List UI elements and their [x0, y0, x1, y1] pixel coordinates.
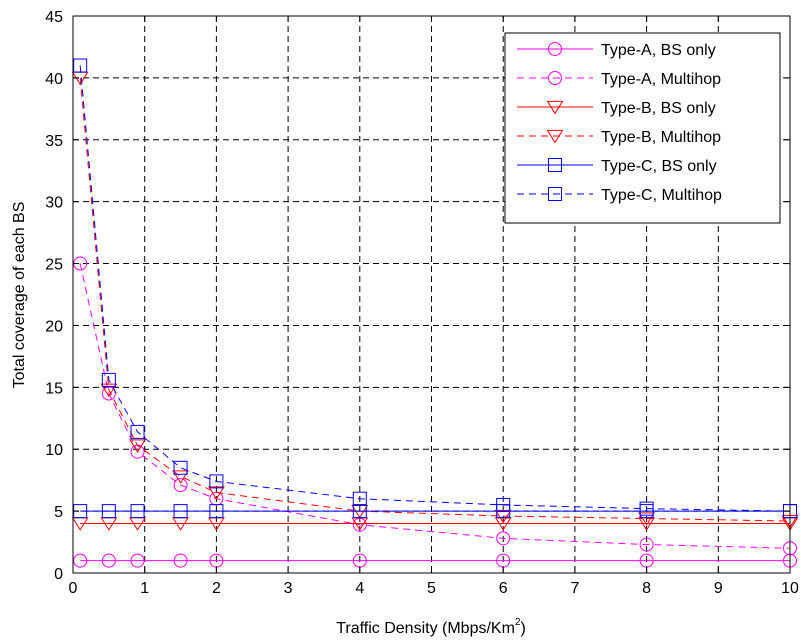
data-point — [207, 486, 225, 500]
data-point — [101, 553, 116, 568]
x-tick-label: 7 — [570, 580, 579, 597]
x-tick-label: 0 — [69, 580, 78, 597]
legend-swatch-marker — [546, 129, 564, 144]
data-point — [209, 474, 224, 489]
x-tick-label: 6 — [499, 580, 508, 597]
data-point — [173, 504, 188, 519]
data-point — [494, 509, 512, 524]
y-tick-label: 10 — [45, 442, 63, 459]
legend-swatch-marker — [548, 71, 562, 85]
legend-label: Type-C, Multihop — [601, 187, 722, 204]
series-line — [79, 65, 791, 512]
data-point — [130, 553, 145, 568]
y-tick-label: 30 — [45, 195, 63, 212]
x-axis-label-close: ) — [520, 620, 525, 637]
y-tick-label: 25 — [45, 257, 63, 274]
x-tick-label: 9 — [714, 580, 723, 597]
x-tick-label: 5 — [427, 580, 436, 597]
data-point — [172, 470, 189, 484]
data-point — [101, 504, 116, 519]
data-point — [639, 537, 654, 552]
y-tick-label: 0 — [54, 566, 63, 583]
data-point — [638, 512, 656, 526]
data-point — [130, 504, 145, 519]
data-point — [173, 478, 188, 493]
legend-label: Type-B, Multihop — [601, 129, 721, 146]
data-point — [101, 386, 116, 401]
data-point — [129, 439, 146, 453]
x-axis-label-text: Traffic Density (Mbps/Km — [336, 620, 515, 637]
x-axis-label-superscript: 2 — [515, 617, 521, 628]
data-point — [209, 504, 224, 519]
x-tick-label: 4 — [355, 580, 364, 597]
data-point — [173, 553, 188, 568]
legend-swatch-marker — [548, 187, 562, 201]
data-point — [130, 424, 145, 439]
legend-box — [504, 32, 781, 224]
y-tick-label: 20 — [45, 318, 63, 335]
series-line — [79, 77, 791, 522]
legend: Type-A, BS only Type-A, Multihop Type-B, B… — [504, 32, 781, 224]
data-point — [639, 501, 654, 516]
x-tick-label: 3 — [284, 580, 293, 597]
y-tick-label: 5 — [54, 504, 63, 521]
legend-swatch-marker — [546, 100, 564, 115]
data-point — [73, 553, 88, 568]
legend-swatch-marker — [548, 158, 562, 172]
y-tick-label: 45 — [45, 9, 63, 26]
legend-label: Type-C, BS only — [601, 158, 717, 175]
legend-swatch-marker — [548, 42, 562, 56]
data-point — [173, 460, 188, 475]
x-axis-label: Traffic Density (Mbps/Km2) — [336, 617, 526, 637]
legend-label: Type-A, BS only — [601, 42, 716, 59]
x-tick-label: 2 — [212, 580, 221, 597]
data-point — [496, 497, 511, 512]
data-point — [100, 383, 118, 398]
x-tick-label: 8 — [642, 580, 651, 597]
data-point — [496, 531, 511, 546]
legend-label: Type-A, Multihop — [601, 71, 721, 88]
y-axis-label: Total coverage of each BS — [11, 202, 28, 389]
x-tick-label: 1 — [140, 580, 149, 597]
x-tick-label: 10 — [781, 580, 799, 597]
data-point — [352, 491, 367, 506]
data-point — [352, 504, 367, 519]
y-tick-label: 35 — [45, 133, 63, 150]
data-point — [73, 58, 88, 73]
data-point — [101, 372, 116, 387]
y-tick-label: 15 — [45, 380, 63, 397]
legend-label: Type-B, BS only — [601, 100, 716, 117]
y-tick-label: 40 — [45, 71, 63, 88]
